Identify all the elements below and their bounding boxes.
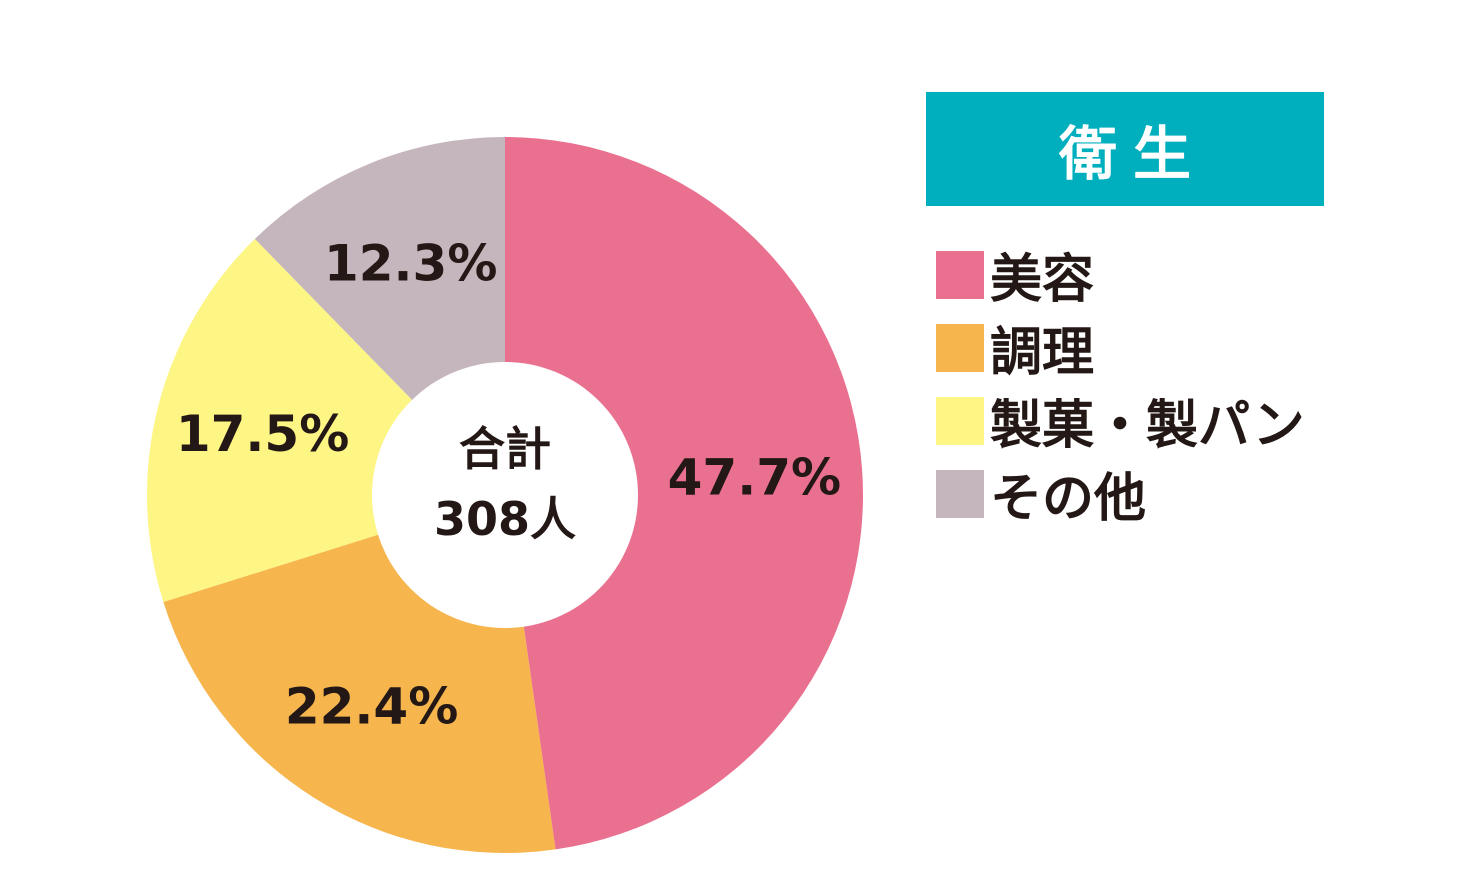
legend: 美容調理製菓・製パン その他	[936, 238, 1305, 530]
chart-title-text: 衛生	[1058, 120, 1207, 188]
legend-label: その他	[990, 469, 1147, 529]
legend-swatch	[936, 250, 984, 299]
legend-item-3: 製菓・製パン	[936, 384, 1305, 457]
legend-label: 美容	[990, 250, 1095, 310]
center-total-value: 308人	[434, 492, 576, 546]
slice-label-2: 22.4%	[285, 677, 458, 735]
center-total-label: 合計	[459, 422, 551, 476]
legend-item-2: 調理	[936, 311, 1305, 384]
legend-swatch	[936, 323, 984, 372]
chart-title: 衛生	[926, 92, 1324, 206]
legend-swatch	[936, 396, 984, 445]
legend-label: 製菓・製パン	[990, 396, 1305, 456]
legend-label: 調理	[990, 323, 1095, 383]
slice-label-4: 12.3%	[324, 234, 497, 292]
donut-chart: 47.7% 22.4% 17.5% 12.3% 合計 308人	[146, 137, 863, 853]
slice-label-3: 17.5%	[176, 405, 349, 463]
legend-swatch	[936, 469, 984, 518]
slice-labels: 47.7% 22.4% 17.5% 12.3%	[176, 234, 841, 735]
donut-hole	[372, 362, 638, 628]
legend-item-4: その他	[936, 457, 1305, 530]
legend-item-1: 美容	[936, 238, 1305, 311]
pie-slice-1	[505, 137, 863, 850]
slice-label-1: 47.7%	[668, 448, 841, 506]
